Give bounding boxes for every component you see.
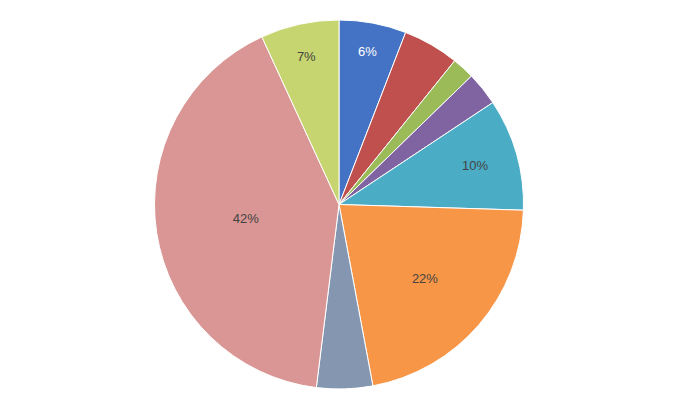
svg-text:22%: 22% xyxy=(412,271,438,286)
svg-text:10%: 10% xyxy=(462,158,488,173)
svg-text:42%: 42% xyxy=(233,211,259,226)
svg-text:6%: 6% xyxy=(358,44,377,59)
svg-text:7%: 7% xyxy=(297,49,316,64)
